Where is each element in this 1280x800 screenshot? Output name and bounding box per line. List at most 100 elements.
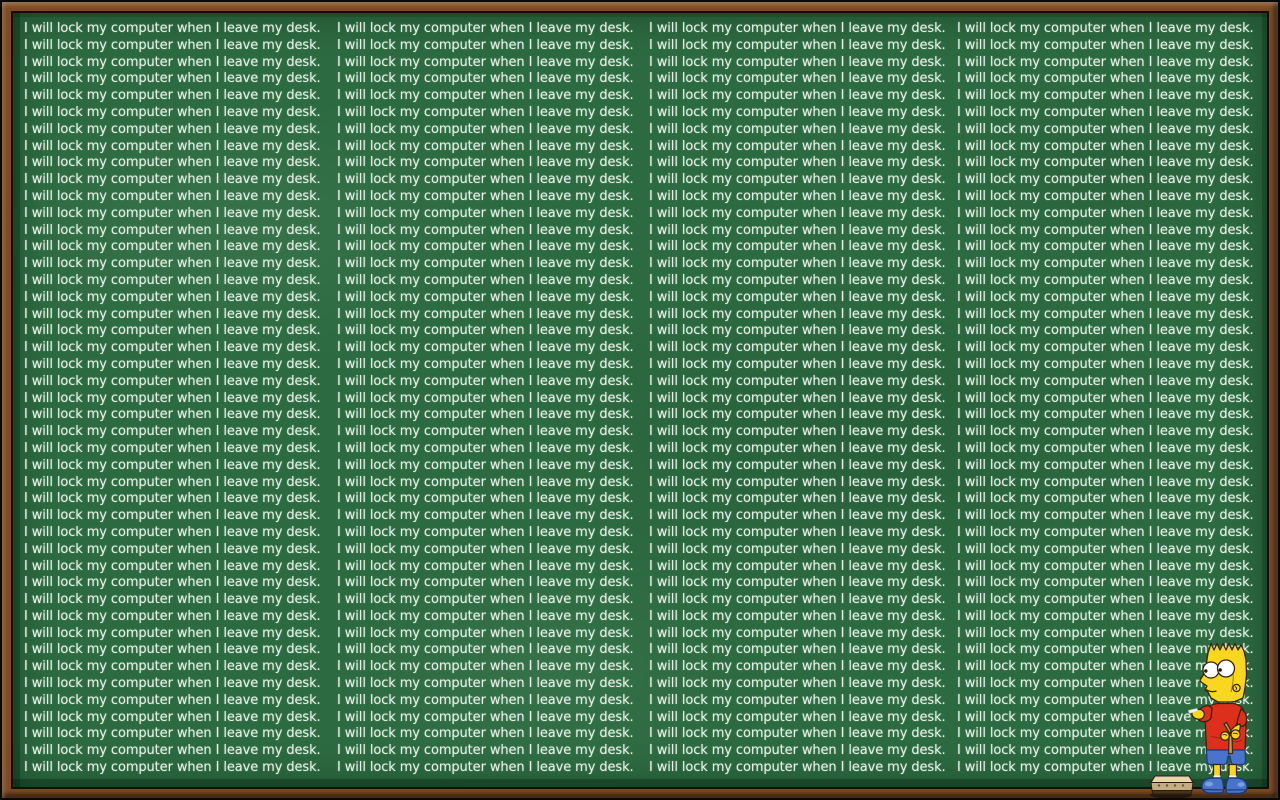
chalk-line: I will lock my computer when I leave my …: [337, 642, 634, 658]
chalk-line: I will lock my computer when I leave my …: [337, 760, 634, 776]
chalk-line: I will lock my computer when I leave my …: [337, 709, 634, 725]
chalk-line: I will lock my computer when I leave my …: [24, 726, 321, 742]
chalk-line: I will lock my computer when I leave my …: [24, 272, 321, 288]
bart-fist-right: [1230, 729, 1241, 740]
chalk-line: I will lock my computer when I leave my …: [649, 356, 946, 372]
chalk-line: I will lock my computer when I leave my …: [649, 54, 946, 70]
bart-sock-right: [1229, 775, 1237, 779]
chalk-line: I will lock my computer when I leave my …: [337, 121, 634, 137]
chalk-line: I will lock my computer when I leave my …: [24, 172, 321, 188]
bart-eye-back: [1216, 659, 1236, 678]
chalk-line: I will lock my computer when I leave my …: [649, 491, 946, 507]
chalk-line: I will lock my computer when I leave my …: [24, 71, 321, 87]
chalk-line: I will lock my computer when I leave my …: [337, 457, 634, 473]
chalk-line: I will lock my computer when I leave my …: [24, 222, 321, 238]
chalk-line: I will lock my computer when I leave my …: [649, 104, 946, 120]
chalk-line: I will lock my computer when I leave my …: [337, 474, 634, 490]
chalk-line: I will lock my computer when I leave my …: [957, 71, 1254, 87]
chalk-line: I will lock my computer when I leave my …: [337, 239, 634, 255]
chalk-line: I will lock my computer when I leave my …: [337, 188, 634, 204]
chalk-line: I will lock my computer when I leave my …: [24, 21, 321, 36]
chalk-line: I will lock my computer when I leave my …: [957, 508, 1254, 524]
chalk-line: I will lock my computer when I leave my …: [649, 172, 946, 188]
chalk-line: I will lock my computer when I leave my …: [337, 88, 634, 104]
chalk-line: I will lock my computer when I leave my …: [649, 524, 946, 540]
chalk-line: I will lock my computer when I leave my …: [337, 726, 634, 742]
chalk-line: I will lock my computer when I leave my …: [957, 407, 1254, 423]
chalk-line: I will lock my computer when I leave my …: [337, 205, 634, 221]
chalk-line: I will lock my computer when I leave my …: [649, 37, 946, 53]
bart-pupil-front: [1204, 669, 1208, 673]
chalk-line: I will lock my computer when I leave my …: [24, 709, 321, 725]
chalk-line: I will lock my computer when I leave my …: [957, 390, 1254, 406]
bart-sleeve-left: [1236, 708, 1248, 728]
chalk-line: I will lock my computer when I leave my …: [649, 743, 946, 759]
chalk-line: I will lock my computer when I leave my …: [24, 239, 321, 255]
chalk-line: I will lock my computer when I leave my …: [24, 676, 321, 692]
chalk-line: I will lock my computer when I leave my …: [24, 743, 321, 759]
chalk-line: I will lock my computer when I leave my …: [337, 373, 634, 389]
chalk-line: I will lock my computer when I leave my …: [337, 659, 634, 675]
chalk-line: I will lock my computer when I leave my …: [649, 188, 946, 204]
chalk-line: I will lock my computer when I leave my …: [337, 256, 634, 272]
bart-fist-left: [1220, 731, 1230, 741]
bart-simpson-figure: [1188, 642, 1248, 795]
chalk-line: I will lock my computer when I leave my …: [957, 222, 1254, 238]
chalk-text-column: I will lock my computer when I leave my …: [957, 21, 1257, 777]
chalk-line: I will lock my computer when I leave my …: [337, 21, 634, 36]
chalk-line: I will lock my computer when I leave my …: [337, 172, 634, 188]
chalk-line: I will lock my computer when I leave my …: [337, 323, 634, 339]
chalk-line: I will lock my computer when I leave my …: [24, 121, 321, 137]
chalk-line: I will lock my computer when I leave my …: [337, 407, 634, 423]
chalk-line: I will lock my computer when I leave my …: [649, 457, 946, 473]
chalk-line: I will lock my computer when I leave my …: [649, 138, 946, 154]
chalk-line: I will lock my computer when I leave my …: [957, 88, 1254, 104]
chalk-line: I will lock my computer when I leave my …: [957, 743, 1254, 759]
chalk-line: I will lock my computer when I leave my …: [337, 71, 634, 87]
chalk-line: I will lock my computer when I leave my …: [24, 760, 321, 776]
chalk-line: I will lock my computer when I leave my …: [649, 508, 946, 524]
chalk-line: I will lock my computer when I leave my …: [957, 491, 1254, 507]
chalk-line: I will lock my computer when I leave my …: [649, 88, 946, 104]
chalk-line: I will lock my computer when I leave my …: [24, 558, 321, 574]
chalk-line: I will lock my computer when I leave my …: [337, 424, 634, 440]
chalk-line: I will lock my computer when I leave my …: [24, 37, 321, 53]
chalk-line: I will lock my computer when I leave my …: [649, 608, 946, 624]
chalk-line: I will lock my computer when I leave my …: [337, 54, 634, 70]
chalk-line: I will lock my computer when I leave my …: [337, 155, 634, 171]
chalk-line: I will lock my computer when I leave my …: [24, 205, 321, 221]
chalk-line: I will lock my computer when I leave my …: [24, 104, 321, 120]
chalk-line: I will lock my computer when I leave my …: [957, 440, 1254, 456]
chalk-stick: [1188, 708, 1199, 714]
chalk-line: I will lock my computer when I leave my …: [649, 239, 946, 255]
chalk-line: I will lock my computer when I leave my …: [24, 508, 321, 524]
chalk-line: I will lock my computer when I leave my …: [24, 155, 321, 171]
chalk-line: I will lock my computer when I leave my …: [957, 373, 1254, 389]
chalk-line: I will lock my computer when I leave my …: [957, 138, 1254, 154]
chalk-line: I will lock my computer when I leave my …: [957, 306, 1254, 322]
chalk-line: I will lock my computer when I leave my …: [957, 356, 1254, 372]
chalk-line: I will lock my computer when I leave my …: [957, 608, 1254, 624]
chalk-line: I will lock my computer when I leave my …: [337, 508, 634, 524]
chalk-line: I will lock my computer when I leave my …: [337, 222, 634, 238]
chalk-line: I will lock my computer when I leave my …: [649, 692, 946, 708]
chalk-line: I will lock my computer when I leave my …: [24, 457, 321, 473]
eraser: [1150, 775, 1194, 799]
chalk-line: I will lock my computer when I leave my …: [957, 676, 1254, 692]
chalk-line: I will lock my computer when I leave my …: [24, 138, 321, 154]
chalk-line: I will lock my computer when I leave my …: [24, 575, 321, 591]
chalk-line: I will lock my computer when I leave my …: [649, 676, 946, 692]
chalk-line: I will lock my computer when I leave my …: [337, 743, 634, 759]
chalk-line: I will lock my computer when I leave my …: [957, 323, 1254, 339]
chalk-line: I will lock my computer when I leave my …: [649, 323, 946, 339]
chalk-line: I will lock my computer when I leave my …: [337, 592, 634, 608]
chalk-line: I will lock my computer when I leave my …: [337, 390, 634, 406]
bart-shoe-left: [1201, 777, 1225, 794]
chalk-line: I will lock my computer when I leave my …: [957, 155, 1254, 171]
chalk-line: I will lock my computer when I leave my …: [649, 21, 946, 36]
bart-pupil-back: [1218, 668, 1222, 672]
chalk-line: I will lock my computer when I leave my …: [957, 424, 1254, 440]
chalk-line: I will lock my computer when I leave my …: [649, 306, 946, 322]
chalk-line: I will lock my computer when I leave my …: [24, 356, 321, 372]
chalk-line: I will lock my computer when I leave my …: [957, 625, 1254, 641]
